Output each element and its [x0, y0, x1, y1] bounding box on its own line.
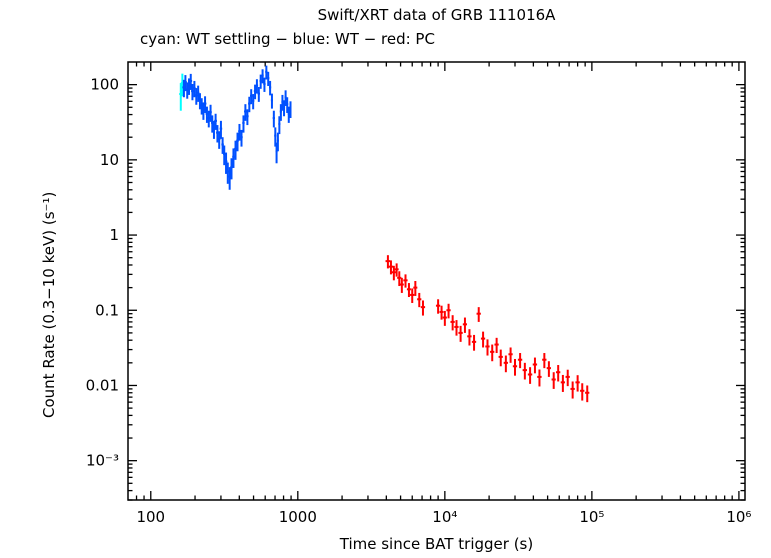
y-tick-label: 100 — [90, 76, 119, 94]
x-tick-label: 10⁶ — [726, 508, 751, 526]
y-tick-label: 10⁻³ — [86, 452, 119, 470]
plot-frame — [127, 61, 746, 501]
x-tick-label: 100 — [136, 508, 165, 526]
y-tick-label: 0.1 — [95, 301, 119, 319]
y-tick-label: 1 — [109, 226, 119, 244]
x-tick-label: 10⁵ — [579, 508, 604, 526]
x-tick-label: 1000 — [279, 508, 317, 526]
series-pc — [385, 255, 590, 403]
y-tick-label: 0.01 — [86, 376, 119, 394]
y-tick-label: 10 — [100, 151, 119, 169]
x-tick-label: 10⁴ — [432, 508, 457, 526]
x-axis-label: Time since BAT trigger (s) — [339, 535, 534, 553]
series-wt — [182, 65, 292, 190]
axis-ticks — [128, 62, 745, 501]
tick-labels: 100 1000 10⁴ 10⁵ 10⁶ 10⁻³ 0.01 0.1 1 10 100 — [86, 76, 752, 526]
y-axis-label: Count Rate (0.3−10 keV) (s⁻¹) — [40, 191, 58, 418]
chart-legend-subtitle: cyan: WT settling − blue: WT − red: PC — [140, 30, 435, 48]
chart-title: Swift/XRT data of GRB 111016A — [317, 6, 556, 24]
